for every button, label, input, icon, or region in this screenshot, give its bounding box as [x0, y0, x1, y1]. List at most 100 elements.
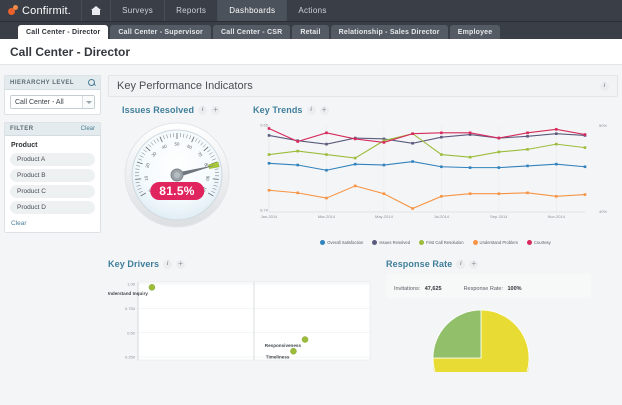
filter-title: FILTER — [10, 126, 34, 132]
plus-icon[interactable]: + — [176, 259, 186, 269]
key-drivers-chart: 1.00 0.750 0.50 0.250 Understand Inquiry Resp… — [106, 282, 371, 361]
home-icon — [91, 6, 102, 15]
nav-item-surveys[interactable]: Surveys — [110, 0, 164, 21]
nav-item-reports[interactable]: Reports — [164, 0, 217, 21]
filter-body: Product Product A Product B Product C Pr… — [5, 136, 100, 232]
page-title: Call Center - Director — [10, 44, 131, 59]
legend-label: Understand Problem — [479, 240, 518, 245]
plus-icon[interactable]: + — [469, 259, 479, 269]
svg-text:40: 40 — [161, 143, 168, 150]
legend-swatch-icon — [472, 240, 478, 245]
svg-text:Jan-2014: Jan-2014 — [261, 214, 278, 219]
plus-icon[interactable]: + — [319, 105, 329, 115]
svg-text:10: 10 — [143, 175, 149, 181]
hierarchy-level-selected-value: Call Center - All — [15, 98, 64, 106]
nav-item-actions[interactable]: Actions — [286, 0, 337, 21]
svg-text:Timeliness: Timeliness — [266, 355, 290, 360]
dashboard-body: HIERARCHY LEVEL Call Center - All FILTER… — [0, 65, 622, 405]
legend-item-understand-problem: Understand Problem — [472, 240, 518, 245]
search-icon[interactable] — [88, 79, 95, 86]
tab-employee[interactable]: Employee — [449, 25, 501, 39]
legend-swatch-icon — [419, 240, 425, 245]
legend-label: Issues Resolved — [379, 240, 411, 245]
filter-card: FILTER Clear Product Product A Product B… — [4, 122, 101, 233]
response-rate-value: 100% — [507, 286, 522, 292]
svg-text:Understand Inquiry: Understand Inquiry — [108, 291, 148, 296]
key-trends-title: Key Trends — [253, 105, 303, 115]
gauge-svg: 0102030405060708090100 — [124, 122, 230, 228]
svg-text:80: 80 — [203, 162, 209, 169]
response-rate-header: Response Rate i + — [386, 259, 616, 269]
nav-item-dashboards[interactable]: Dashboards — [217, 0, 287, 21]
legend-item-overall-satisfaction: Overall Satisfaction — [320, 240, 363, 245]
response-rate-label: Response Rate: — [463, 286, 504, 292]
filter-item-product-c[interactable]: Product C — [10, 185, 95, 198]
filter-header: FILTER Clear — [5, 123, 100, 136]
filter-item-product-d[interactable]: Product D — [10, 201, 95, 214]
chevron-down-icon[interactable] — [82, 96, 94, 108]
response-rate-title: Response Rate — [386, 259, 453, 269]
legend-item-courtesy: Courtesy — [526, 240, 551, 245]
nav-spacer — [338, 0, 622, 21]
plus-icon[interactable]: + — [211, 105, 221, 115]
hierarchy-level-select[interactable]: Call Center - All — [10, 95, 95, 109]
legend-item-issues-resolved: Issues Resolved — [372, 240, 410, 245]
widget-response-rate: Response Rate i + Invitations: 47,625 Re… — [386, 259, 616, 405]
page-title-bar: Call Center - Director — [0, 39, 622, 65]
svg-text:May-2014: May-2014 — [375, 214, 394, 219]
svg-text:30: 30 — [151, 150, 158, 157]
filter-clear-top-link[interactable]: Clear — [80, 126, 95, 132]
svg-text:Sep-2014: Sep-2014 — [490, 214, 508, 219]
legend-swatch-icon — [320, 240, 326, 245]
svg-text:60: 60 — [186, 143, 193, 150]
tab-call-center-csr[interactable]: Call Center - CSR — [212, 25, 291, 39]
nav-home-button[interactable] — [81, 0, 110, 21]
svg-text:50%: 50% — [599, 123, 607, 128]
svg-text:Responsiveness: Responsiveness — [265, 343, 302, 348]
info-icon[interactable]: i — [600, 81, 609, 91]
widget-key-drivers: Key Drivers i + 1.00 0.750 0.50 0.250 Unders… — [106, 259, 386, 377]
hierarchy-level-header: HIERARCHY LEVEL — [5, 76, 100, 90]
svg-text:1.00: 1.00 — [127, 282, 136, 287]
svg-text:0.50: 0.50 — [127, 330, 136, 335]
info-icon[interactable]: i — [163, 259, 173, 269]
svg-text:20: 20 — [144, 162, 150, 169]
invitations-stat: Invitations: 47,625 — [394, 277, 442, 295]
lower-widget-row: Key Drivers i + 1.00 0.750 0.50 0.250 Unders… — [106, 259, 618, 405]
filter-item-product-b[interactable]: Product B — [10, 169, 95, 182]
brand-name: Confirmit. — [22, 4, 72, 17]
key-trends-chart: 9.65 8.70 50% 40% Jan-2014 Mar-2014 May-2014 Ju… — [260, 123, 607, 220]
issues-resolved-value-badge: 81.5% — [150, 182, 204, 200]
svg-text:Jul-2014: Jul-2014 — [434, 214, 450, 219]
info-icon[interactable]: i — [306, 105, 316, 115]
tab-call-center-supervisor[interactable]: Call Center - Supervisor — [110, 25, 211, 39]
svg-text:8.70: 8.70 — [260, 208, 269, 213]
filter-clear-bottom-link[interactable]: Clear — [11, 220, 27, 227]
svg-text:Mar-2014: Mar-2014 — [318, 214, 336, 219]
filter-group-label: Product — [11, 142, 38, 149]
brand-logo[interactable]: Confirmit. — [0, 0, 81, 21]
kpi-panel-header: Key Performance Indicators i — [108, 75, 618, 97]
widget-issues-resolved: Issues Resolved i + — [108, 105, 253, 245]
filter-item-product-a[interactable]: Product A — [10, 153, 95, 166]
svg-text:0.250: 0.250 — [125, 355, 136, 360]
confirmit-logo-icon — [8, 5, 19, 16]
hierarchy-level-card: HIERARCHY LEVEL Call Center - All — [4, 75, 101, 115]
info-icon[interactable]: i — [456, 259, 466, 269]
top-navigation-bar: Confirmit. Surveys Reports Dashboards Ac… — [0, 0, 622, 22]
svg-text:0: 0 — [147, 188, 153, 193]
info-icon[interactable]: i — [198, 105, 208, 115]
hierarchy-level-title: HIERARCHY LEVEL — [10, 79, 75, 86]
legend-label: Courtesy — [533, 240, 551, 245]
legend-swatch-icon — [372, 240, 378, 245]
key-trends-header: Key Trends i + — [253, 105, 618, 115]
issues-resolved-title: Issues Resolved — [122, 105, 195, 115]
tab-call-center-director[interactable]: Call Center - Director — [18, 25, 109, 39]
issues-resolved-header: Issues Resolved i + — [122, 105, 253, 115]
hierarchy-level-body: Call Center - All — [5, 90, 100, 114]
upper-widget-row: Issues Resolved i + — [108, 105, 618, 245]
response-rate-stats: Invitations: 47,625 Response Rate: 100% — [386, 274, 591, 298]
tab-relationship-sales-director[interactable]: Relationship - Sales Director — [330, 25, 448, 39]
tab-retail[interactable]: Retail — [292, 25, 329, 39]
